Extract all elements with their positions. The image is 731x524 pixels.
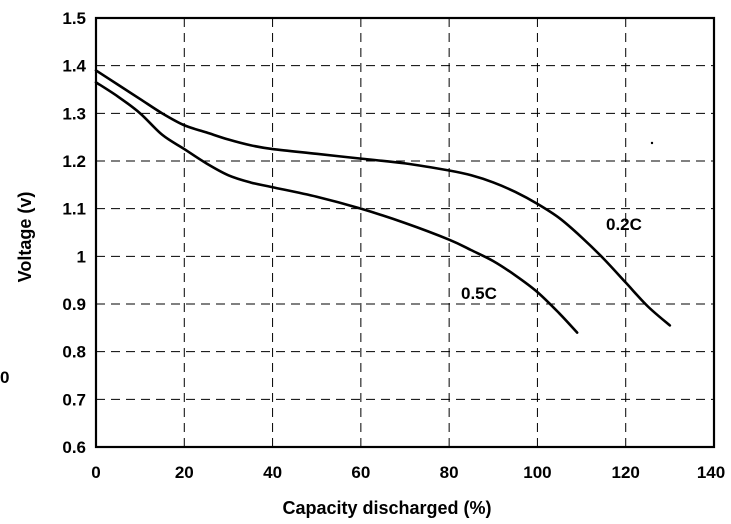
x-tick-label: 0 [91,463,100,482]
series-label-0.5c: 0.5C [461,284,497,303]
x-tick-label: 60 [351,463,370,482]
y-tick-labels: 0.6 0.7 0.8 0.9 1 1.1 1.2 1.3 1.4 1.5 [62,9,86,457]
x-tick-label: 20 [175,463,194,482]
series-label-0.2c: 0.2C [606,215,642,234]
y-tick-label: 1.5 [62,9,86,28]
grid-layer [96,18,714,447]
y-tick-label: 0.8 [62,343,86,362]
y-tick-label: 0.6 [62,438,86,457]
y-tick-label: 0.7 [62,390,86,409]
speck-dot [650,141,654,145]
y-tick-label: 1.2 [62,152,86,171]
y-tick-label: 1 [77,247,86,266]
y-tick-label: 1.1 [62,200,86,219]
x-tick-label: 100 [523,463,551,482]
y-tick-label: 1.3 [62,104,86,123]
x-tick-labels: 0 20 40 60 80 100 120 140 [91,463,725,482]
y-tick-label: 0.9 [62,295,86,314]
x-tick-label: 140 [697,463,725,482]
stray-zero-label: 0 [0,368,9,387]
x-tick-label: 120 [612,463,640,482]
series-layer [94,69,672,334]
y-axis-title: Voltage (v) [15,192,35,283]
x-axis-title: Capacity discharged (%) [282,498,491,518]
x-tick-label: 40 [263,463,282,482]
x-tick-label: 80 [440,463,459,482]
y-tick-label: 1.4 [62,57,86,76]
series-line-0.5c [94,81,579,334]
series-line-0.2c [94,69,672,327]
plot-frame [94,16,716,449]
